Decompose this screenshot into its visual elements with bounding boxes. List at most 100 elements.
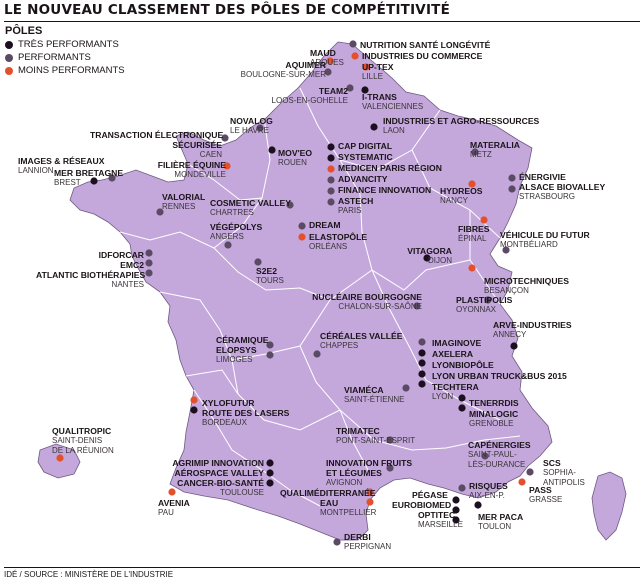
pole-name: VALORIAL [162, 192, 206, 202]
pole-label-routelasers: ROUTE DES LASERS BORDEAUX [202, 408, 289, 428]
pole-label-materalia: MATERALIA METZ [470, 140, 520, 160]
pole-label-transaction: TRANSACTION ÉLECTRONIQUE SÉCURISÉE CAEN [90, 130, 223, 160]
pole-label-finance: FINANCE INNOVATION [338, 185, 431, 195]
pole-marker-innovfruits [386, 464, 394, 472]
pole-city: PERPIGNAN [344, 542, 392, 551]
pole-name: MEDICEN PARIS RÉGION [338, 163, 442, 173]
pole-label-avenia: AVENIA PAU [158, 498, 190, 518]
pole-marker-iar [370, 123, 378, 131]
pole-label-eurobiomed: EUROBIOMED [392, 500, 451, 510]
pole-label-vehicule: VÉHICULE DU FUTUR MONTBÉLIARD [500, 230, 590, 250]
pole-marker-maud [326, 57, 334, 65]
pole-marker-dream [298, 222, 306, 230]
pole-city: MONTBÉLIARD [500, 240, 558, 249]
legend-label: TRÈS PERFORMANTS [18, 39, 119, 50]
legend-item-high: TRÈS PERFORMANTS [5, 39, 119, 50]
footer-rule [4, 567, 640, 568]
pole-marker-valorial [156, 208, 164, 216]
pole-marker-images [90, 177, 98, 185]
pole-name: VIAMÉCA [344, 385, 384, 395]
pole-city: LIMOGES [216, 355, 253, 364]
pole-label-emc2: EMC2 [60, 260, 144, 270]
pole-city: ANGERS [210, 232, 244, 241]
pole-name: LYON URBAN TRUCK&BUS 2015 [432, 371, 567, 381]
pole-marker-agrimip [266, 459, 274, 467]
pole-marker-elastopole [298, 233, 306, 241]
pole-name: INDUSTRIES DU COMMERCE [362, 51, 483, 61]
pole-marker-alsace [508, 185, 516, 193]
pole-city: PARIS [338, 206, 362, 215]
pole-label-agrimip: AGRIMIP INNOVATION [142, 458, 264, 468]
pole-label-atlantic: ATLANTIC BIOTHÉRAPIES NANTES [36, 270, 145, 290]
pole-marker-emc2 [145, 259, 153, 267]
pole-city: MONDEVILLE [174, 170, 226, 179]
pole-name: RISQUES [469, 481, 508, 491]
title-rule [4, 21, 640, 22]
pole-city: LILLE [362, 72, 383, 81]
pole-marker-vehicule [502, 246, 510, 254]
region-border [159, 291, 239, 395]
region-border [237, 393, 341, 431]
pole-label-team2: TEAM2 LOOS-EN-GOHELLE [262, 86, 348, 106]
pole-name: LYONBIOPÔLE [432, 360, 494, 370]
pole-label-idforcar: IDFORCAR [60, 250, 144, 260]
pole-label-eau: EAU MONTPELLIER [320, 498, 376, 518]
pole-label-scs: SCS SOPHIA- ANTIPOLIS [543, 458, 585, 488]
pole-name: FINANCE INNOVATION [338, 185, 432, 195]
pole-label-capdigital: CAP DIGITAL [338, 141, 392, 151]
pole-marker-avenia [168, 488, 176, 496]
page-title: LE NOUVEAU CLASSEMENT DES PÔLES DE COMPÉ… [4, 2, 451, 18]
pole-marker-team2 [346, 84, 354, 92]
pole-name: EMC2 [120, 260, 144, 270]
pole-city: SAINT-ÉTIENNE [344, 395, 405, 404]
pole-marker-transaction [221, 134, 229, 142]
pole-label-iar: INDUSTRIES ET AGRO-RESSOURCES LAON [383, 116, 539, 136]
pole-city: AIX-EN-P. [469, 491, 505, 500]
pole-name: SYSTEMATIC [338, 152, 393, 162]
pole-city: ARQUES [310, 58, 344, 67]
pole-label-vitagora: VITAGORA DIJON [402, 246, 452, 266]
legend-label: MOINS PERFORMANTS [18, 65, 125, 76]
pole-name: ROUTE DES LASERS [202, 408, 290, 418]
pole-name: INDUSTRIES ET AGRO-RESSOURCES [383, 116, 540, 126]
pole-city: STRASBOURG [519, 192, 576, 201]
pole-name: S2E2 [256, 266, 278, 276]
pole-name: PASS [529, 485, 552, 495]
pole-city: BESANÇON [484, 286, 529, 295]
pole-label-cereales: CÉRÉALES VALLÉE CHAPPES [320, 331, 402, 351]
pole-city: SOPHIA- [543, 468, 576, 477]
pole-name: MAUD [310, 48, 336, 58]
pole-city: GRENOBLE [469, 419, 514, 428]
pole-label-ic: INDUSTRIES DU COMMERCE [362, 51, 482, 61]
pole-name: ARVE-INDUSTRIES [493, 320, 572, 330]
pole-name: ET LÉGUMES [326, 468, 382, 478]
pole-name: ÉNERGIVIE [519, 172, 566, 182]
pole-marker-techtera [418, 380, 426, 388]
pole-marker-systematic [327, 154, 335, 162]
pole-marker-fibres [480, 216, 488, 224]
pole-marker-ceramique [266, 341, 274, 349]
pole-label-dream: DREAM [309, 220, 341, 230]
pole-city: AVIGNON [326, 478, 363, 487]
region-border [359, 193, 471, 291]
pole-marker-nucleaire [413, 302, 421, 310]
pole-name: VITAGORA [407, 246, 452, 256]
pole-name: XYLOFUTUR [202, 398, 255, 408]
pole-name: INNOVATION FRUITS [326, 458, 413, 468]
pole-city: METZ [470, 150, 492, 159]
pole-name: EUROBIOMED [392, 500, 452, 510]
pole-name: AÉROSPACE VALLEY [174, 468, 264, 478]
region-border [119, 231, 215, 249]
legend-title: PÔLES [5, 25, 43, 37]
pole-label-minalogic: MINALOGIC GRENOBLE [469, 409, 518, 429]
region-border [371, 269, 501, 421]
pole-marker-moveo [268, 146, 276, 154]
pole-label-tenerrdis: TENERRDIS [469, 398, 519, 408]
pole-label-uptex: UP-TEX LILLE [362, 62, 394, 82]
pole-name: DERBI [344, 532, 371, 542]
region-border [299, 87, 361, 195]
pole-name: OPTITEC [418, 510, 456, 520]
pole-city: BORDEAUX [202, 418, 247, 427]
pole-name: IDFORCAR [98, 250, 144, 260]
